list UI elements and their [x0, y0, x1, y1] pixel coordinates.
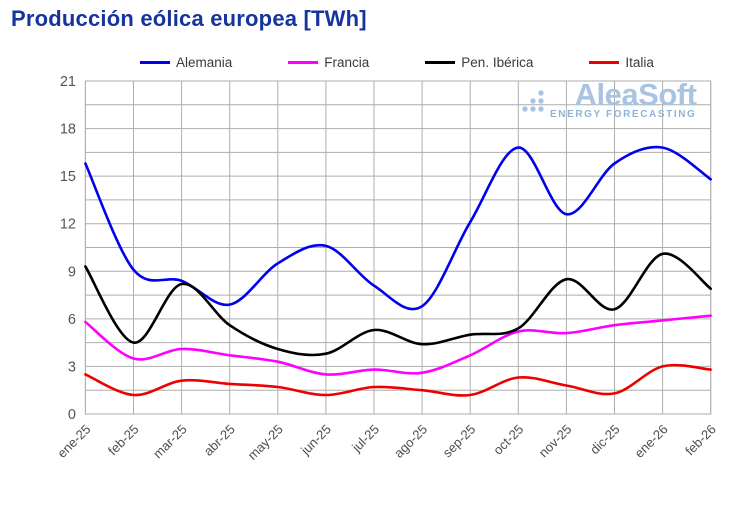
- y-tick-label: 18: [60, 122, 76, 138]
- x-tick-label: jun-25: [297, 422, 334, 459]
- gridlines: [84, 80, 712, 415]
- x-tick-label: abr-25: [201, 422, 238, 459]
- italia-line-swatch-icon: [589, 61, 620, 64]
- x-tick-label: sep-25: [440, 422, 479, 461]
- x-tick-label: feb-26: [682, 422, 719, 459]
- legend-item-alemania: Alemania: [140, 55, 232, 70]
- line-francia: [84, 314, 712, 376]
- legend-label: Alemania: [176, 55, 233, 70]
- y-tick-label: 12: [60, 217, 76, 233]
- legend-label: Francia: [324, 55, 370, 70]
- y-tick-label: 3: [68, 359, 76, 375]
- legend-label: Pen. Ibérica: [461, 55, 534, 70]
- plot-border: [84, 80, 712, 415]
- line-italia: [84, 363, 712, 397]
- x-tick-label: mar-25: [150, 422, 190, 462]
- x-tick-label: ene-25: [54, 422, 93, 461]
- legend-item-pen-iberica: Pen. Ibérica: [425, 55, 533, 70]
- line-alemania: [84, 145, 712, 311]
- legend-item-italia: Italia: [589, 55, 654, 70]
- y-axis-tick-labels: 0 3 6 9 12 15 18 21: [60, 74, 76, 423]
- x-tick-label: ene-26: [631, 422, 670, 461]
- x-tick-label: dic-25: [587, 422, 623, 458]
- x-tick-label: feb-25: [105, 422, 142, 459]
- pen-iberica-line-swatch-icon: [425, 61, 456, 64]
- y-tick-label: 15: [60, 169, 76, 185]
- francia-line-swatch-icon: [288, 61, 319, 64]
- series-lines: [84, 145, 712, 397]
- x-tick-label: may-25: [245, 422, 286, 463]
- x-tick-label: jul-25: [348, 422, 382, 456]
- x-axis-tick-labels: ene-25 feb-25 mar-25 abr-25 may-25 jun-25 jul-…: [54, 422, 719, 463]
- chart-title: Producción eólica europea [TWh]: [11, 6, 367, 31]
- chart-legend: Alemania Francia Pen. Ibérica Italia: [140, 55, 654, 70]
- x-tick-label: ago-25: [391, 422, 430, 461]
- line-pen-iberica: [84, 252, 712, 357]
- legend-item-francia: Francia: [288, 55, 369, 70]
- y-tick-label: 6: [68, 312, 76, 328]
- y-tick-label: 9: [68, 264, 76, 280]
- alemania-line-swatch-icon: [140, 61, 170, 64]
- x-tick-label: nov-25: [536, 422, 575, 461]
- x-tick-label: oct-25: [490, 422, 526, 458]
- y-tick-label: 21: [60, 74, 76, 90]
- legend-label: Italia: [625, 55, 654, 70]
- y-tick-label: 0: [68, 407, 76, 423]
